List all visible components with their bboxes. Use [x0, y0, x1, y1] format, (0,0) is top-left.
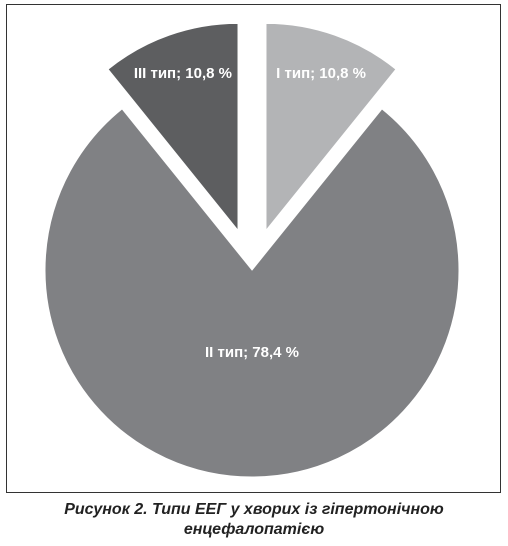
slice-label: III тип; 10,8 % — [134, 65, 232, 82]
pie-slice — [44, 108, 460, 478]
chart: I тип; 10,8 % II тип; 78,4 % III тип; 10,8… — [6, 4, 501, 493]
slice-label: II тип; 78,4 % — [205, 344, 299, 361]
pie-slice — [107, 22, 239, 232]
chart-title: Рисунок 2. Типи ЕЕГ у хворих із гіпертон… — [64, 501, 444, 538]
pie-slice — [265, 22, 397, 232]
slice-label: I тип; 10,8 % — [276, 65, 366, 82]
